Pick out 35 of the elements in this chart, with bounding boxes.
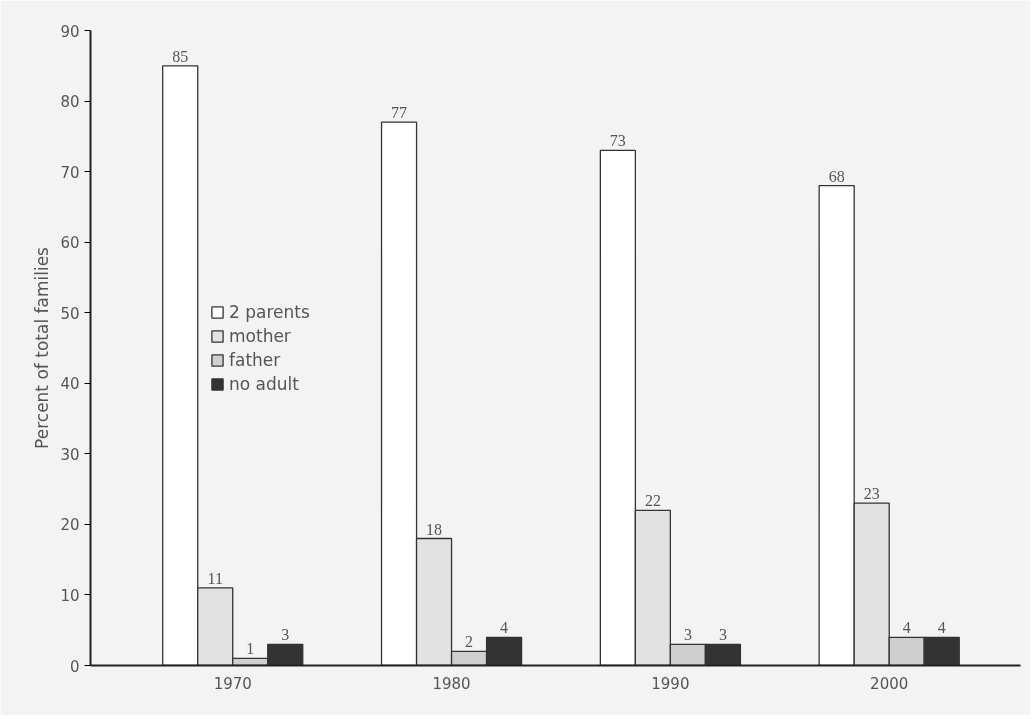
- data-label: 1: [246, 640, 255, 658]
- x-tick-label: 1980: [432, 674, 471, 693]
- y-tick-label: 10: [60, 586, 80, 605]
- data-label: 68: [828, 167, 845, 185]
- data-label: 4: [500, 619, 509, 637]
- y-tick-label: 90: [60, 22, 80, 41]
- data-label: 4: [937, 619, 946, 637]
- y-tick-label: 50: [60, 304, 80, 323]
- data-label: 3: [683, 626, 692, 644]
- y-tick-label: 70: [60, 163, 80, 182]
- data-label: 2: [465, 633, 474, 651]
- data-label: 73: [609, 132, 626, 150]
- data-label: 18: [426, 520, 443, 538]
- x-tick-label: 1970: [213, 674, 252, 693]
- y-tick-label: 60: [60, 234, 80, 253]
- data-label: 23: [863, 485, 880, 503]
- legend-label: father: [229, 349, 281, 370]
- x-tick-label: 1990: [651, 674, 690, 693]
- y-tick-label: 20: [60, 516, 80, 535]
- data-label: 3: [718, 626, 727, 644]
- y-tick-label: 0: [69, 657, 80, 676]
- data-label: 85: [172, 47, 189, 65]
- y-tick-label: 40: [60, 375, 80, 394]
- x-tick-label: 2000: [870, 674, 909, 693]
- data-label: 77: [391, 104, 408, 122]
- data-label: 4: [902, 619, 911, 637]
- data-label: 3: [281, 626, 290, 644]
- y-tick-label: 30: [60, 445, 80, 464]
- y-tick-label: 80: [60, 93, 80, 112]
- legend-label: no adult: [229, 373, 299, 394]
- data-label: 11: [207, 569, 223, 587]
- data-label: 22: [644, 492, 661, 510]
- legend-label: mother: [229, 325, 291, 346]
- y-axis-title: Percent of total families: [32, 246, 53, 449]
- legend-label: 2 parents: [229, 301, 310, 322]
